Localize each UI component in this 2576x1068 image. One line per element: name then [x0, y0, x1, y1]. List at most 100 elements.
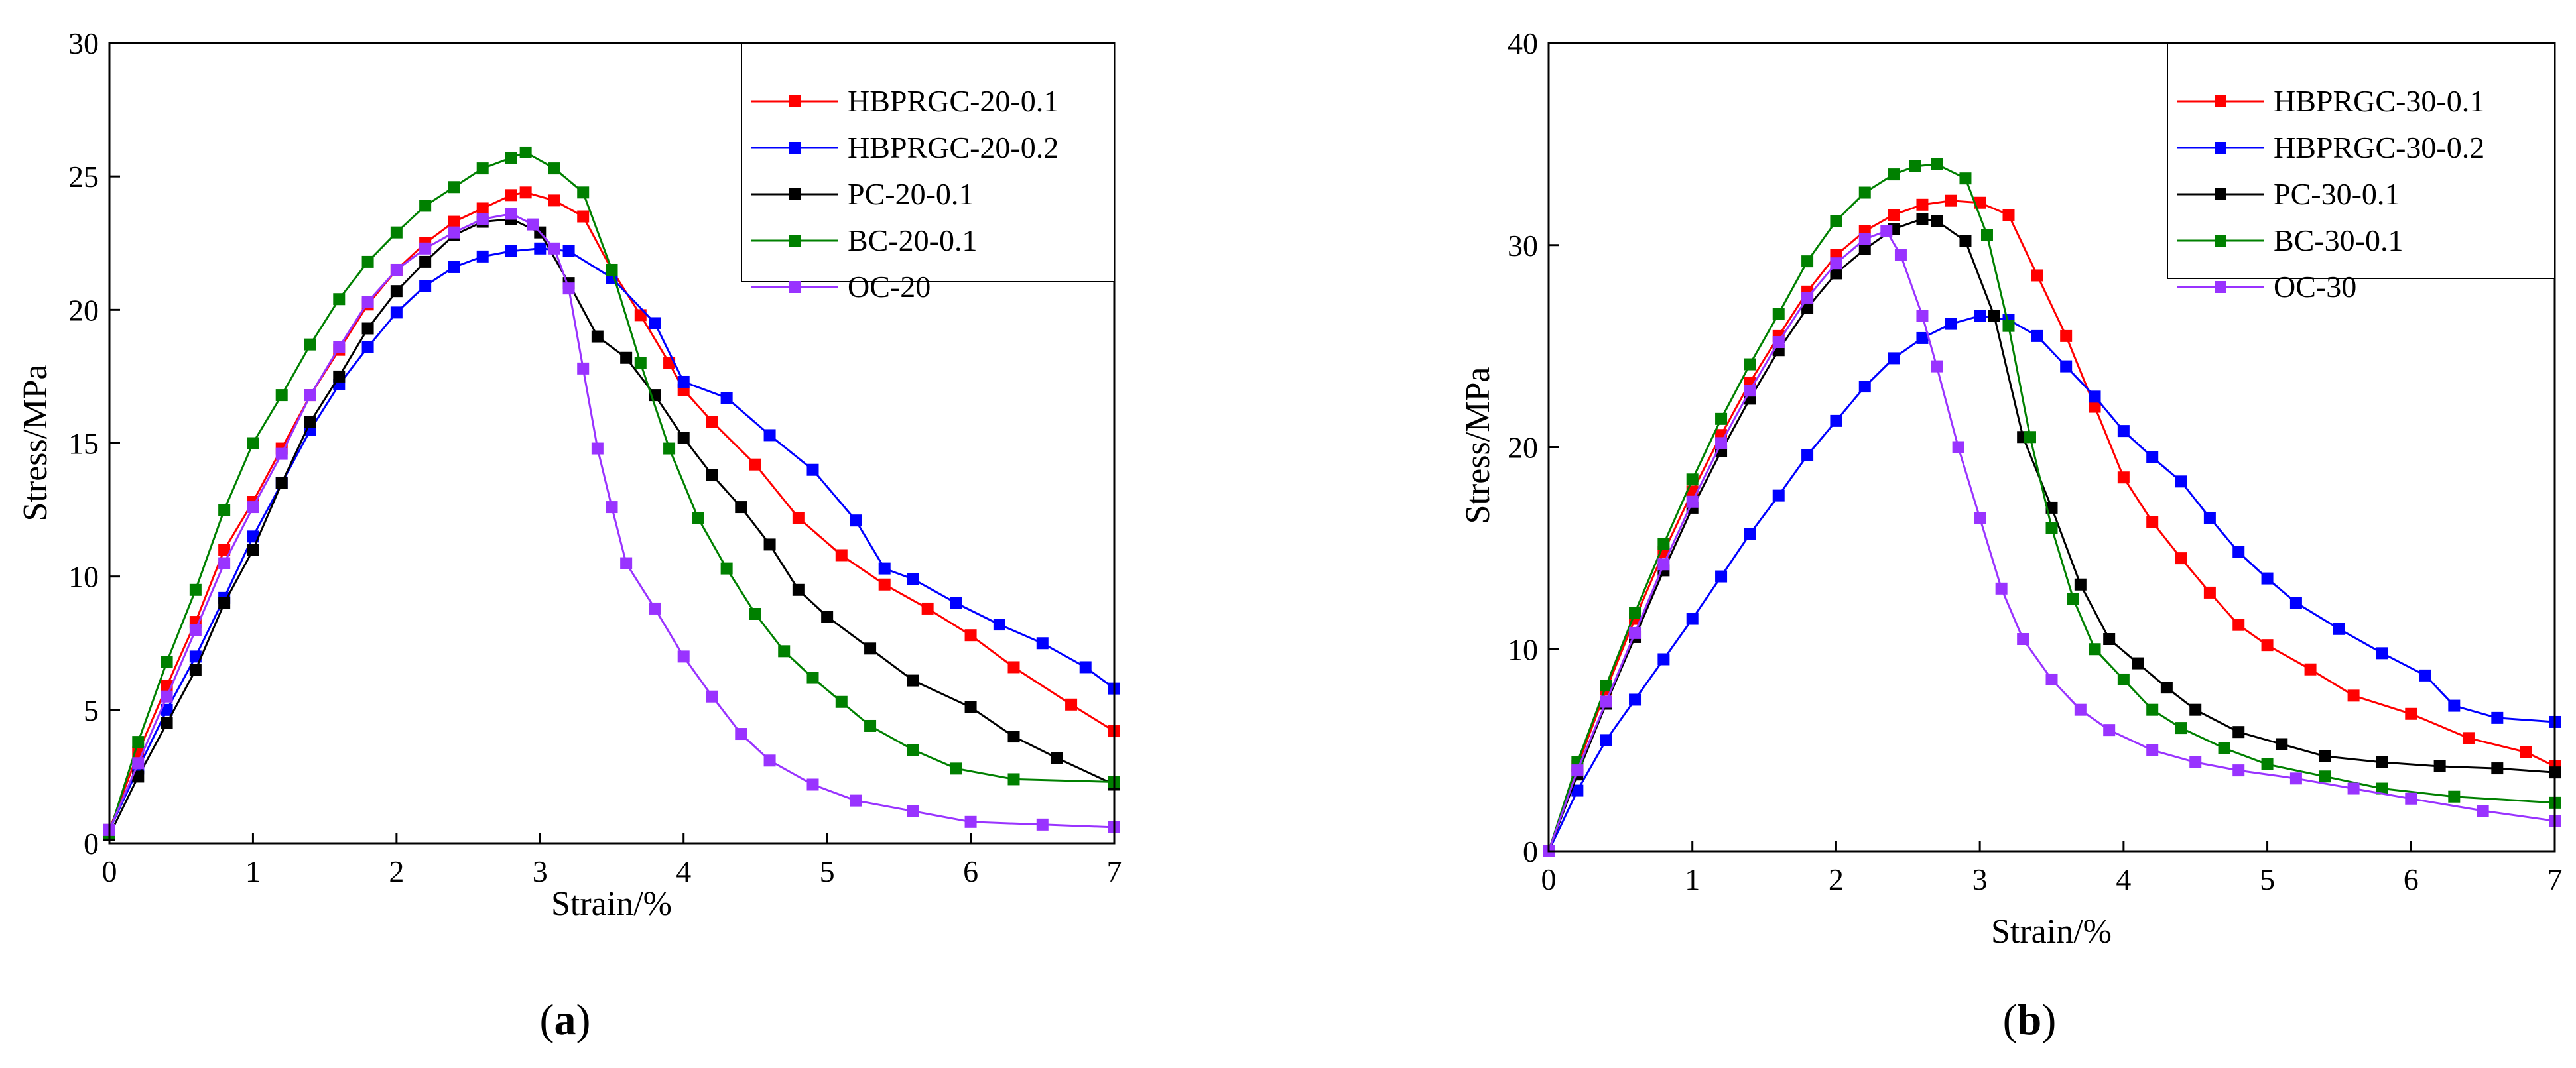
data-point [2376, 782, 2388, 795]
data-point [2045, 522, 2058, 534]
data-point [2276, 738, 2288, 750]
data-point [706, 690, 718, 703]
data-point [821, 611, 834, 623]
panel-label-open-paren-a: ( [540, 996, 554, 1044]
data-point [247, 530, 259, 543]
data-point [1744, 528, 1756, 540]
data-point [247, 544, 259, 556]
data-point [1686, 495, 1699, 508]
y-tick-label: 10 [68, 560, 99, 594]
data-point [1959, 235, 1972, 247]
x-tick-label: 4 [2116, 862, 2131, 896]
data-point [2089, 390, 2101, 403]
axis-ticks-a: 0 1 2 3 4 5 6 7 0 5 10 15 20 25 30 [68, 27, 1122, 888]
legend-entry: HBPRGC-30-0.2 [2177, 131, 2484, 164]
data-point [1629, 607, 1642, 619]
data-point [2232, 726, 2245, 739]
data-point [218, 597, 231, 609]
data-point [964, 701, 977, 713]
data-point [1600, 680, 1612, 692]
data-point [419, 255, 432, 268]
data-point [1980, 229, 1993, 241]
legend-entry: PC-30-0.1 [2177, 177, 2400, 211]
data-point [1629, 626, 1642, 639]
data-point [2347, 782, 2360, 795]
data-point [1931, 360, 1943, 373]
data-point [878, 562, 891, 575]
data-point [1830, 257, 1842, 270]
data-point [907, 744, 919, 756]
data-point [1065, 698, 1078, 711]
legend-entry: HBPRGC-20-0.1 [751, 84, 1059, 118]
data-point [2232, 764, 2245, 777]
data-point [706, 469, 718, 481]
data-point [2376, 647, 2388, 660]
y-tick-label: 20 [1508, 431, 1538, 465]
data-point [505, 152, 517, 164]
data-point [2045, 501, 2058, 514]
legend-label: HBPRGC-20-0.1 [848, 84, 1059, 118]
legend-box-b [2167, 42, 2555, 279]
data-point [304, 416, 316, 428]
data-point [448, 226, 460, 239]
data-point [2175, 722, 2187, 735]
data-point [1952, 441, 1964, 453]
y-tick-label: 0 [1523, 835, 1538, 868]
x-tick-label: 1 [1685, 862, 1700, 896]
data-point [189, 664, 202, 676]
data-point [1715, 437, 1728, 449]
data-point [2175, 475, 2187, 488]
data-point [2089, 400, 2101, 413]
data-point [1858, 233, 1871, 245]
legend-label: HBPRGC-30-0.2 [2274, 131, 2484, 164]
legend-entry: PC-20-0.1 [751, 177, 974, 211]
data-point [1079, 661, 1092, 674]
data-point [964, 815, 977, 828]
x-axis-label-a: Strain/% [551, 885, 672, 923]
data-point [2333, 623, 2345, 635]
legend-label: OC-20 [848, 270, 931, 304]
data-point [2203, 586, 2216, 599]
data-point [577, 210, 590, 223]
x-tick-label: 2 [1829, 862, 1844, 896]
data-point [1686, 613, 1699, 625]
data-point [663, 442, 676, 455]
legend-b: HBPRGC-30-0.1 HBPRGC-30-0.2 PC-30-0.1 BC-30… [2177, 84, 2484, 304]
legend-box-a [741, 42, 1115, 282]
data-point [390, 306, 403, 319]
data-point [2232, 619, 2245, 631]
data-point [2117, 425, 2130, 438]
data-point [448, 181, 460, 194]
data-point [189, 624, 202, 636]
x-tick-label: 6 [963, 855, 978, 888]
y-tick-label: 20 [68, 293, 99, 327]
x-tick-label: 2 [389, 855, 404, 888]
data-point [778, 645, 791, 658]
data-point [1931, 158, 1943, 170]
data-point [2024, 431, 2036, 444]
data-point [1571, 784, 1584, 797]
data-point [1945, 194, 1957, 207]
data-point [1657, 558, 1670, 571]
data-point [527, 218, 539, 231]
data-point [2146, 703, 2159, 716]
data-point [720, 562, 733, 575]
legend-label: PC-30-0.1 [2274, 177, 2400, 211]
series-OC-30 [1543, 225, 2561, 857]
data-point [247, 501, 259, 514]
legend-marker [789, 95, 801, 107]
data-point [1988, 310, 2000, 322]
series-OC-20 [103, 208, 1120, 836]
y-tick-label: 0 [84, 827, 99, 860]
legend-entry: OC-20 [751, 270, 931, 304]
data-point [562, 282, 575, 295]
data-point [2189, 756, 2202, 768]
legend-marker [789, 142, 801, 154]
x-tick-label: 7 [1107, 855, 1122, 888]
data-point [218, 544, 231, 556]
data-point [2175, 552, 2187, 565]
panel-label-close-paren-a: ) [576, 996, 591, 1044]
data-point [907, 805, 919, 817]
data-point [189, 650, 202, 663]
data-point [2261, 572, 2274, 585]
